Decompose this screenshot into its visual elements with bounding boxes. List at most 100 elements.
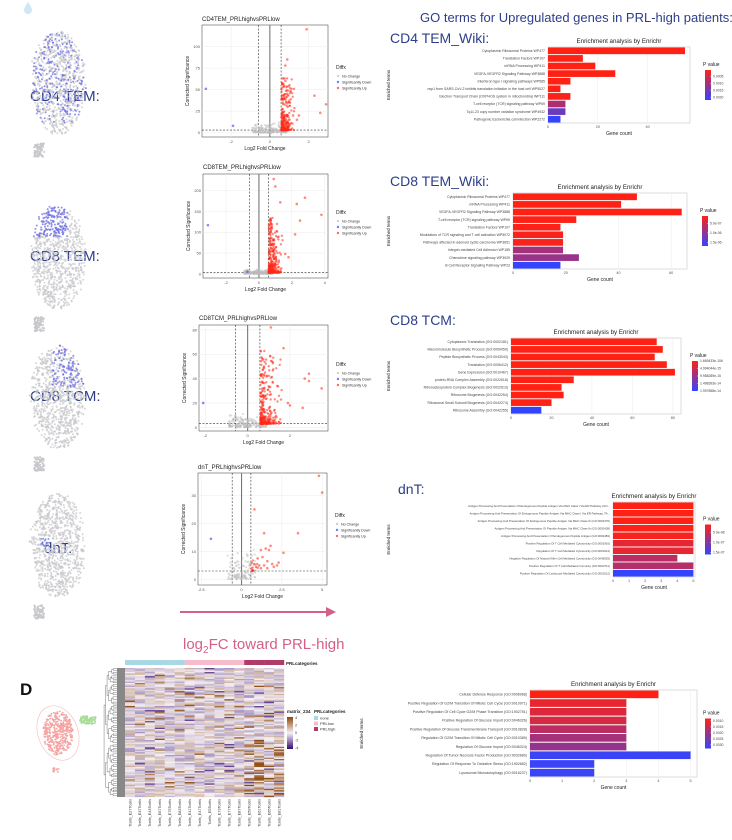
umap-cell [72,262,75,265]
point-no-change [262,128,265,131]
umap-cell [51,113,54,116]
umap-cell [60,226,63,229]
umap-cell [35,77,38,80]
umap-cell [39,64,42,67]
umap-cell [42,61,45,64]
umap-cell [48,40,51,42]
umap-cell [75,51,78,54]
umap-cell [62,53,65,56]
umap-cell [72,297,75,300]
umap-cell [66,215,69,217]
umap-cell [56,43,58,46]
umap-cell [68,43,71,46]
umap-cell [81,521,84,524]
umap-cell [56,284,59,287]
umap-cell [41,213,44,216]
umap-cell [71,390,73,393]
umap-cell [68,503,71,506]
umap-cell [57,53,60,56]
umap-cell [35,253,38,256]
umap-cell [50,292,53,295]
umap-cell [57,424,60,427]
point-significantly-up [289,87,292,90]
umap-cell [36,288,39,291]
umap-cell [74,430,77,432]
umap-cell [51,272,54,275]
umap-cell [39,273,41,275]
umap-cell [34,273,37,275]
umap-cell [70,372,73,375]
umap-cell [55,500,58,503]
umap-cell [65,425,67,428]
umap-cell [66,520,69,522]
umap-cell [35,108,38,111]
umap-cell [59,112,62,115]
umap-cell [59,393,62,396]
umap-cell [54,415,57,418]
volcano-cd8tem: -2 0 2 4050100150200CD8TEM_PRLhighvsPRLlowL… [186,165,371,293]
umap-cell [61,250,63,253]
umap-cell [49,715,52,717]
umap-cell [38,261,41,264]
umap-cell [44,567,47,570]
umap-cell [47,72,50,75]
umap-cell [66,61,69,64]
umap-cell [77,415,80,418]
umap-cell [53,304,56,307]
umap-cell [59,542,61,545]
umap-cell [59,731,62,733]
umap-cell [54,410,57,413]
umap-cell [78,529,81,532]
x-tick-label: 0 [258,280,261,285]
umap-cell [75,506,78,508]
umap-cell [67,500,70,503]
umap-cell [55,286,58,289]
umap-cell [60,213,63,216]
umap-cell [41,405,44,407]
umap-cell [57,267,60,270]
umap-cell [37,613,40,616]
umap-cell [57,251,60,254]
point-no-change [270,127,273,130]
umap-cell [41,466,43,468]
umap-cell [52,402,55,405]
umap-cell [55,537,58,540]
umap-cell [36,510,39,513]
umap-cell [53,293,56,296]
umap-cell [79,564,82,567]
umap-cell [65,118,68,121]
umap-cell [78,273,81,276]
umap-cell [73,70,76,73]
umap-cell [56,717,59,720]
umap-cell [68,399,71,402]
umap-cell [36,367,39,370]
umap-cell [62,504,65,507]
umap-cell [67,518,70,521]
umap-cell [58,495,61,498]
umap-cell [72,365,74,368]
umap-cell [58,34,61,36]
umap-cell [79,719,81,722]
umap-cell [55,80,58,83]
umap-cell [34,605,36,608]
umap-cell [52,207,55,210]
umap-cell [44,523,47,526]
umap-cell [45,105,48,108]
umap-cell [53,585,56,588]
umap-cell [59,445,62,448]
umap-cell [47,58,50,61]
umap-cell [49,122,51,125]
umap-cell [78,225,81,228]
umap-cell [33,541,35,543]
umap-cell [57,736,59,739]
umap-cell [48,300,50,303]
umap-cell [62,345,64,348]
umap-cell [46,402,49,405]
umap-cell [42,324,45,327]
umap-cell [44,101,47,104]
umap-cell [64,400,67,403]
umap-cell [76,293,79,296]
umap-cell [56,516,59,519]
umap-cell [70,273,73,276]
umap-cell [77,541,79,543]
